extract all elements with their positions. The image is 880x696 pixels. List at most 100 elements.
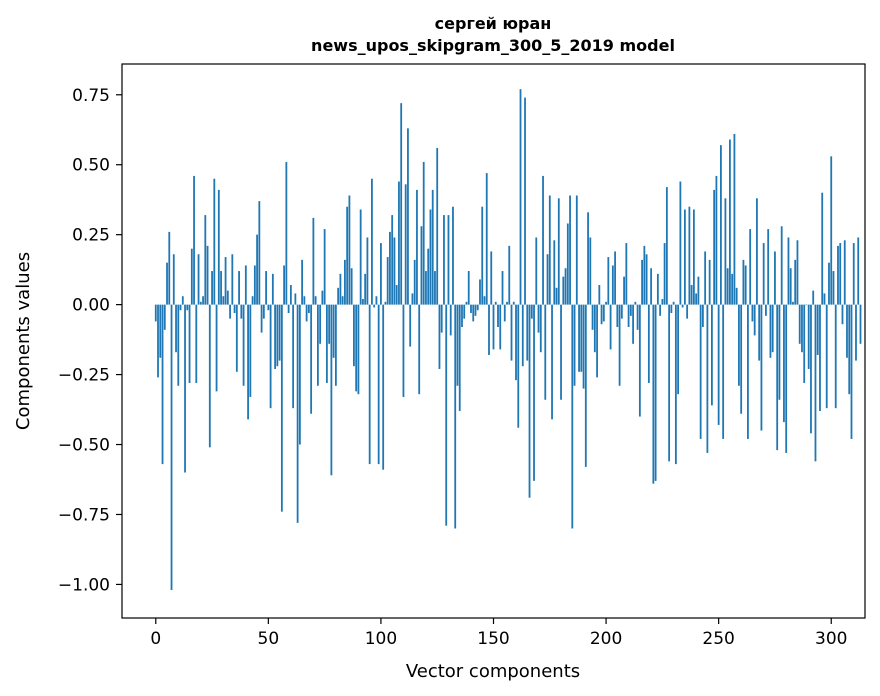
bar-280 [785,304,788,453]
bar-89 [355,304,358,392]
x-tick-label-150: 150 [477,629,509,649]
bar-41 [247,304,249,420]
bar-0 [154,304,157,322]
bar-81 [337,287,340,305]
bar-263 [747,304,749,439]
bar-207 [620,304,623,319]
bar-298 [825,304,828,409]
bar-301 [832,271,835,305]
bar-64 [298,304,301,445]
bar-5 [166,262,168,305]
bar-309 [850,304,853,439]
bar-99 [377,304,380,465]
bar-155 [503,304,506,322]
bar-157 [508,245,511,305]
bar-214 [636,304,639,330]
bar-66 [303,296,306,305]
y-tick-label-2: −0.50 [58,436,110,456]
bar-112 [407,128,409,305]
bar-215 [638,304,641,417]
x-tick-label-100: 100 [365,629,397,649]
bar-111 [404,184,407,305]
bar-23 [206,245,209,305]
bar-85 [346,206,349,305]
bar-233 [679,181,682,305]
bar-177 [553,240,556,305]
bar-304 [839,243,842,305]
bar-270 [762,243,765,305]
bar-269 [760,304,763,431]
bar-115 [413,259,416,305]
bar-189 [580,304,583,372]
bar-129 [445,304,448,526]
bar-253 [724,198,727,305]
bar-82 [339,273,342,305]
bar-31 [224,257,227,305]
bar-110 [402,304,405,397]
bar-19 [197,254,200,305]
bar-276 [776,304,779,451]
bar-227 [665,187,668,305]
bar-106 [393,237,396,305]
bar-300 [830,156,833,305]
bar-136 [461,304,463,328]
bar-43 [251,296,254,305]
bar-126 [438,304,441,369]
bar-198 [600,304,603,325]
bar-42 [249,304,252,397]
bar-210 [627,304,630,328]
bar-26 [213,178,216,305]
bar-221 [652,304,655,484]
bar-297 [823,293,826,305]
bar-90 [357,304,360,395]
bar-24 [208,304,211,448]
bar-267 [756,198,758,305]
bar-256 [731,273,734,305]
bar-272 [767,229,770,305]
bar-32 [226,290,229,305]
bar-10 [177,304,180,386]
bar-44 [253,265,256,305]
bar-171 [539,304,542,353]
bar-27 [215,304,218,392]
bar-311 [855,304,857,361]
bar-213 [634,301,637,305]
bar-184 [569,195,571,305]
bar-148 [488,304,490,355]
bar-109 [400,103,403,305]
bar-145 [481,206,484,305]
bar-299 [828,262,830,305]
bar-102 [384,301,387,305]
bar-194 [591,304,594,330]
bar-30 [222,296,225,305]
x-tick-label-50: 50 [258,629,280,649]
bar-243 [701,304,704,328]
bar-34 [231,254,234,305]
bar-134 [456,304,459,386]
bar-294 [816,304,819,355]
bar-302 [834,304,837,409]
bar-240 [695,293,698,305]
bar-130 [447,215,450,305]
bar-72 [316,304,319,386]
bar-224 [659,304,662,316]
bar-179 [557,198,560,305]
bar-219 [647,304,650,383]
bar-142 [474,304,477,316]
bar-206 [618,304,621,386]
bar-260 [740,304,743,414]
bar-36 [235,304,238,372]
bar-53 [274,304,276,369]
bar-57 [283,265,286,305]
bar-104 [389,231,391,305]
bar-226 [663,243,666,305]
bar-11 [179,304,182,311]
bar-133 [454,304,457,529]
bar-291 [810,304,812,434]
bar-251 [720,145,722,305]
bar-61 [292,304,295,409]
bar-313 [859,304,862,344]
bar-2 [159,304,162,358]
bar-137 [463,304,466,319]
bar-278 [780,226,783,305]
